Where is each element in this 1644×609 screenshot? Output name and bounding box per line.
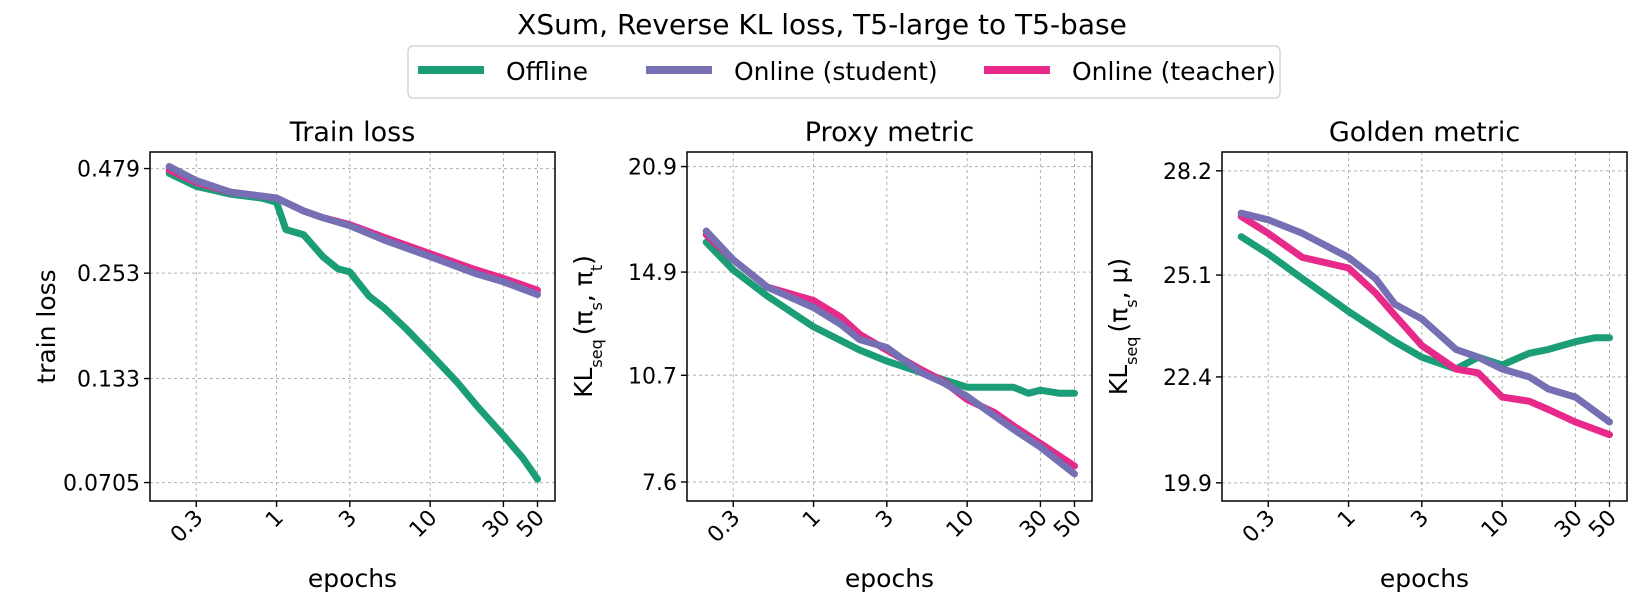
train-loss-xtick-label-4: 30 [478,506,515,543]
proxy-metric-ytick-label-3: 7.6 [642,471,677,496]
train-loss-xlabel: epochs [308,564,397,593]
golden-metric-series-group [1237,209,1613,439]
train-loss-axes-frame [149,151,556,502]
train-loss-ytick-label-3: 0.0705 [63,472,140,497]
proxy-metric-xlabel: epochs [845,564,934,593]
proxy-metric-xtick-label-2: 3 [871,506,899,534]
proxy-metric-line-online-student [702,227,1078,478]
train-loss-ylabel: train loss [32,269,61,383]
golden-metric-title: Golden metric [1329,117,1520,148]
train-loss-xtick-label-2: 3 [334,506,362,534]
proxy-metric-series-group [702,227,1078,478]
golden-metric-xlabel: epochs [1380,564,1469,593]
golden-metric-ytick-label-0: 28.2 [1163,160,1212,185]
golden-metric-xtick-label-4: 30 [1550,506,1587,543]
train-loss-line-offline [165,169,541,483]
golden-metric-ytick-label-1: 25.1 [1163,264,1212,289]
proxy-metric-xtick-label-0: 0.3 [703,506,745,548]
legend-entry-online-teacher: Online (teacher) [984,57,1276,86]
legend-frame [407,45,1281,99]
proxy-metric-xtick-label-4: 30 [1015,506,1052,543]
train-loss-ytick-label-0: 0.479 [77,158,140,183]
proxy-metric-ylabel: KLseq(πs, πt) [569,255,606,398]
golden-metric-ytick-label-3: 19.9 [1163,472,1212,497]
train-loss-title: Train loss [289,117,416,148]
proxy-metric-axes-frame [686,151,1093,502]
legend-label-offline: Offline [506,57,588,86]
golden-metric-ytick-label-2: 22.4 [1163,366,1212,391]
golden-metric-line-online-student [1237,209,1613,426]
golden-metric-line-online-teacher [1237,212,1613,439]
proxy-metric-ytick-label-2: 10.7 [628,364,677,389]
golden-metric-axes-frame [1221,151,1628,502]
train-loss-xtick-label-3: 10 [405,506,442,543]
legend-label-online-student: Online (student) [734,57,938,86]
figure-title: XSum, Reverse KL loss, T5-large to T5-ba… [517,8,1127,41]
golden-metric-xtick-label-2: 3 [1406,506,1434,534]
train-loss-line-online-student [165,163,541,299]
train-loss-xtick-label-5: 50 [512,506,549,543]
train-loss-xtick-label-0: 0.3 [166,506,208,548]
train-loss-ytick-label-1: 0.253 [77,262,140,287]
golden-metric-line-offline [1237,233,1613,373]
legend: Offline Online (student) Online (teacher… [407,45,1281,99]
proxy-metric-xtick-label-3: 10 [942,506,979,543]
proxy-metric-xtick-label-1: 1 [798,506,826,534]
proxy-metric-title: Proxy metric [805,117,975,148]
proxy-metric-ytick-label-0: 20.9 [628,156,677,181]
train-loss-series-group [165,163,541,483]
legend-label-online-teacher: Online (teacher) [1072,57,1276,86]
golden-metric-xtick-label-0: 0.3 [1238,506,1280,548]
golden-metric-xtick-label-5: 50 [1584,506,1621,543]
train-loss-ytick-label-2: 0.133 [77,368,140,393]
proxy-metric-ytick-label-1: 14.9 [628,261,677,286]
legend-entry-online-student: Online (student) [646,57,938,86]
golden-metric-xtick-label-1: 1 [1333,506,1361,534]
proxy-metric-line-offline [702,238,1078,397]
legend-entry-offline: Offline [418,57,588,86]
train-loss-xtick-label-1: 1 [261,506,289,534]
proxy-metric-xtick-label-5: 50 [1049,506,1086,543]
golden-metric-ylabel: KLseq(πs, μ) [1104,258,1141,395]
golden-metric-xtick-label-3: 10 [1477,506,1514,543]
